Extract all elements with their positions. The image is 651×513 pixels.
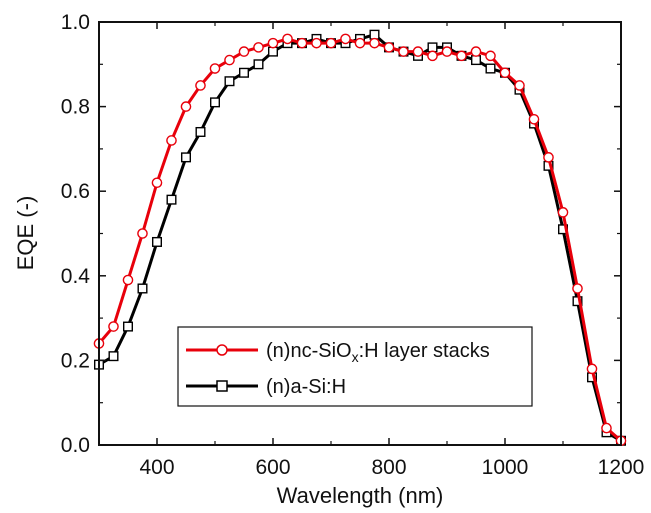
data-point-square — [151, 236, 162, 247]
data-point-circle — [137, 228, 148, 239]
data-point-circle — [282, 33, 293, 45]
data-point-square — [137, 283, 148, 294]
y-tick-label: 1.0 — [61, 11, 90, 34]
data-point-circle — [586, 363, 598, 375]
y-tick-label: 0.0 — [61, 434, 90, 457]
data-point-square — [253, 59, 264, 70]
data-point-circle — [470, 46, 482, 57]
tick-labels-layer: 400 600 800 1000 1200 0.0 0.2 0.4 0.6 0.8 1.0 — [61, 11, 645, 479]
data-point-square — [485, 63, 496, 74]
data-point-square — [471, 55, 482, 66]
data-point-circle — [572, 283, 583, 294]
data-point-circle — [180, 101, 192, 112]
legend-marker-square — [216, 380, 228, 392]
legend-label-prefix: (n)nc-SiO — [266, 340, 352, 362]
data-point-circle — [557, 207, 569, 218]
data-point-square — [166, 194, 177, 205]
data-point-circle — [296, 37, 308, 49]
legend-label-subscript: x — [352, 349, 359, 365]
data-point-circle — [383, 42, 395, 53]
data-point-square — [224, 76, 235, 87]
y-tick-label: 0.6 — [61, 180, 90, 203]
legend-label-suffix: :H layer stacks — [359, 340, 490, 362]
data-point-circle — [514, 80, 525, 91]
y-tick-label: 0.8 — [61, 96, 90, 119]
data-point-square — [427, 42, 438, 53]
legend-entry-nc-siox: (n)nc-SiOx:H layer stacks — [186, 340, 490, 365]
x-tick-label: 400 — [139, 456, 174, 479]
data-point-circle — [151, 177, 163, 189]
data-point-circle — [528, 113, 540, 125]
data-point-circle — [543, 152, 554, 163]
legend: (n)nc-SiOx:H layer stacks (n)a-Si:H — [177, 326, 533, 407]
y-axis-title: EQE (-) — [13, 196, 38, 271]
x-axis-title: Wavelength (nm) — [277, 483, 444, 508]
series-nc-siox — [93, 33, 627, 447]
legend-label-a-si: (n)a-Si:H — [266, 376, 346, 398]
data-point-circle — [238, 46, 250, 57]
data-point-circle — [166, 135, 177, 146]
data-point-circle — [108, 321, 119, 332]
data-point-circle — [499, 67, 511, 79]
data-point-square — [180, 152, 191, 163]
data-point-square — [108, 351, 119, 362]
x-tick-label: 600 — [255, 456, 290, 479]
data-point-square — [268, 46, 279, 57]
data-point-square — [238, 67, 249, 78]
series-layer — [93, 29, 627, 447]
data-point-circle — [253, 42, 264, 53]
data-point-circle — [311, 37, 322, 49]
legend-label-nc-siox: (n)nc-SiOx:H layer stacks — [266, 340, 490, 365]
data-point-circle — [398, 46, 409, 57]
data-point-circle — [485, 50, 496, 62]
data-point-circle — [354, 37, 366, 49]
data-point-circle — [209, 63, 221, 74]
data-point-circle — [195, 80, 206, 91]
data-point-circle — [267, 37, 279, 49]
data-point-circle — [601, 422, 612, 434]
data-point-square — [195, 126, 206, 137]
data-point-circle — [441, 46, 453, 57]
ticks-layer — [98, 21, 622, 446]
data-point-square — [209, 97, 220, 108]
data-point-circle — [369, 37, 380, 49]
legend-box — [177, 326, 533, 407]
data-point-circle — [325, 37, 337, 49]
data-point-circle — [122, 274, 134, 286]
x-tick-label: 1200 — [598, 456, 645, 479]
data-point-circle — [456, 50, 467, 62]
y-tick-label: 0.2 — [61, 349, 90, 372]
data-point-circle — [340, 33, 351, 45]
data-point-square — [122, 321, 133, 332]
y-tick-label: 0.4 — [61, 265, 91, 288]
data-point-circle — [427, 50, 438, 62]
legend-entry-a-si: (n)a-Si:H — [186, 376, 346, 398]
data-point-square — [369, 29, 380, 40]
x-tick-label: 800 — [371, 456, 406, 479]
x-tick-label: 1000 — [482, 456, 529, 479]
data-point-circle — [224, 54, 235, 66]
legend-marker-circle — [216, 344, 228, 356]
data-point-circle — [412, 46, 424, 57]
